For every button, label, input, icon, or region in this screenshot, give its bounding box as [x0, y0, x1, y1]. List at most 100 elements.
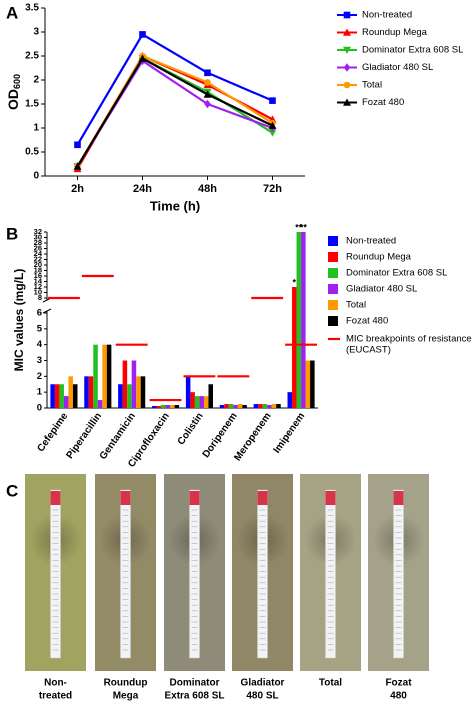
plate-label: Fozat [385, 678, 412, 689]
legend-marker [343, 81, 351, 89]
bar [156, 406, 162, 408]
y-tick-label: 10 [34, 287, 42, 296]
bar [72, 384, 78, 408]
bar [127, 384, 132, 408]
annotation: ** [300, 222, 308, 232]
legend-label: Total [362, 80, 382, 91]
legend-label: MIC breakpoints of resistance [346, 334, 472, 345]
plate-label: Non- [44, 678, 67, 689]
legend-swatch [328, 252, 338, 262]
strip-label [189, 491, 200, 505]
data-point [269, 97, 276, 104]
y-tick-label: 30 [34, 232, 42, 241]
data-point [74, 141, 81, 149]
data-point [73, 162, 82, 170]
legend-marker [343, 46, 351, 54]
data-point [138, 54, 147, 62]
bar [199, 396, 204, 408]
bar [276, 404, 281, 408]
strip-label [50, 491, 61, 505]
bar [106, 344, 112, 408]
bar [97, 400, 103, 408]
panel-label: C [6, 481, 18, 500]
legend-swatch [328, 236, 338, 246]
annotation: ** [295, 222, 303, 232]
plate-label: Gladiator [241, 678, 285, 689]
plate-label: Extra 608 SL [164, 691, 224, 702]
x-tick-label: 2h [71, 183, 84, 195]
bar [185, 376, 191, 408]
bar [136, 376, 141, 408]
legend-label: Non-treated [346, 236, 396, 247]
bar [174, 404, 180, 408]
bar [233, 404, 238, 408]
test-strip [393, 489, 404, 659]
bar [296, 232, 302, 408]
x-tick-label: Colistin [176, 411, 206, 447]
bar [54, 384, 60, 408]
bar [310, 360, 315, 408]
y-tick-label: 1 [37, 387, 43, 398]
y-axis-label-main: OD [5, 89, 21, 110]
bar [118, 384, 123, 408]
y-tick-label: 0 [33, 171, 39, 182]
bar [224, 404, 229, 408]
y-tick-label: 1.5 [25, 99, 39, 110]
y-tick-label: 26 [34, 243, 42, 252]
legend-label: Roundup Mega [346, 252, 412, 263]
bar [102, 344, 107, 408]
y-tick-label: 5 [37, 323, 43, 334]
data-point [268, 121, 277, 129]
bar [253, 404, 259, 408]
bar [271, 404, 277, 408]
y-tick-label: 28 [34, 238, 42, 247]
bar [258, 404, 263, 408]
y-tick-label: 4 [37, 339, 43, 350]
panel-label: A [6, 3, 18, 22]
x-tick-label: Doripenem [201, 411, 240, 460]
y-tick-label: 18 [34, 265, 42, 274]
legend-marker [343, 98, 351, 106]
legend-label: Gladiator 480 SL [362, 62, 433, 73]
bar [242, 404, 247, 408]
y-tick-label: 2 [33, 75, 39, 86]
bar [122, 360, 128, 408]
data-point [139, 31, 146, 38]
bar [93, 344, 98, 408]
series-line [76, 33, 273, 146]
x-tick-label: 24h [133, 183, 152, 195]
y-tick-label: 0.5 [25, 147, 39, 158]
bar [59, 384, 64, 408]
strip-label [257, 491, 268, 505]
bar [219, 404, 225, 408]
y-tick-label: 3 [37, 355, 42, 366]
data-point [204, 69, 211, 77]
bar [228, 404, 234, 408]
y-tick-label: 3.5 [25, 3, 39, 14]
test-strip [325, 489, 336, 659]
bar [237, 404, 243, 408]
bar [170, 404, 175, 408]
legend-label: Dominator Extra 608 SL [346, 268, 447, 279]
y-tick-label: 16 [34, 271, 42, 280]
legend-label: Non-treated [362, 10, 412, 21]
y-tick-label: 0 [37, 403, 42, 414]
bar [267, 404, 272, 408]
legend-swatch [328, 284, 338, 294]
bar [287, 392, 293, 408]
test-strip [120, 489, 131, 659]
bar [84, 376, 89, 408]
data-point [204, 79, 211, 86]
data-point [268, 129, 277, 137]
plate-label: Dominator [170, 678, 220, 689]
y-axis-label: OD600 [5, 74, 23, 110]
legend-label-note: (EUCAST) [346, 345, 391, 356]
y-tick-label: 1 [33, 123, 39, 134]
test-strip [50, 489, 61, 659]
data-point [204, 99, 211, 109]
legend-swatch [328, 316, 338, 326]
y-tick-label: 14 [34, 276, 43, 285]
legend-swatch [328, 268, 338, 278]
bar [88, 376, 94, 408]
